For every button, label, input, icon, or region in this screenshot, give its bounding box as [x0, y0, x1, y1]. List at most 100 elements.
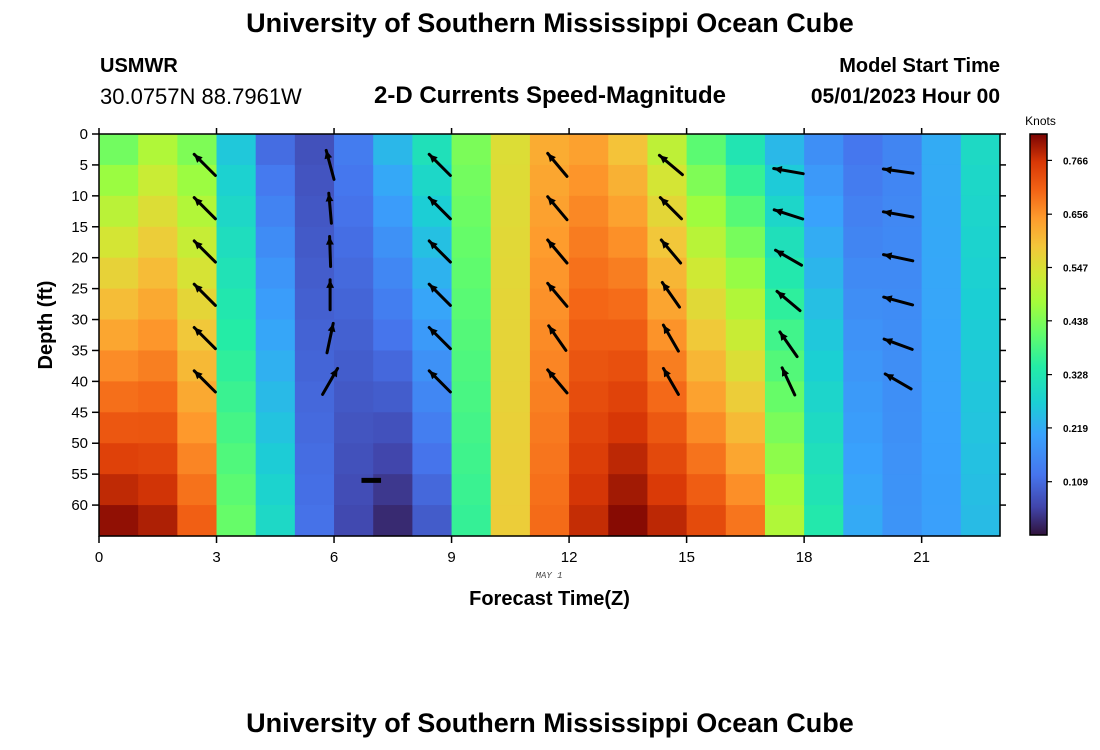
- date-label: MAY 1: [536, 571, 563, 581]
- current-arrow: [882, 252, 915, 263]
- heatmap-cell: [843, 350, 884, 382]
- heatmap-cell: [843, 474, 884, 506]
- heatmap-cell: [255, 134, 296, 166]
- heatmap-cell: [569, 505, 609, 537]
- heatmap-cell: [138, 412, 178, 444]
- y-axis: 0 5 10 15 20 25 30 35 40 45 50 55 60: [71, 126, 1006, 514]
- current-arrow: [546, 281, 569, 308]
- arrow-head: [547, 196, 556, 206]
- heatmap-cell: [608, 226, 649, 259]
- current-arrow: [324, 148, 336, 181]
- heatmap-cell: [725, 381, 766, 413]
- heatmap-cell: [686, 412, 727, 444]
- x-tick-label: 12: [561, 549, 578, 566]
- heatmap-cell: [921, 350, 962, 382]
- heatmap-cell: [764, 474, 805, 506]
- arrow-head: [325, 236, 334, 245]
- heatmap-cell: [490, 134, 531, 166]
- heatmap-cell: [373, 164, 413, 197]
- arrow-head: [194, 284, 203, 293]
- heatmap-cell: [608, 412, 649, 444]
- colorbar-label: Knots: [1025, 114, 1056, 128]
- heatmap-cell: [960, 319, 1001, 352]
- colorbar-tick-label: 0.219: [1063, 424, 1088, 435]
- main-title: University of Southern Mississippi Ocean…: [246, 8, 854, 38]
- heatmap-cell: [216, 257, 257, 290]
- arrow-head: [547, 153, 556, 163]
- heatmap-cell: [686, 381, 727, 413]
- arrow-head: [660, 197, 669, 207]
- heatmap-cell: [216, 164, 257, 197]
- heatmap-cell: [294, 350, 335, 382]
- heatmap-cell: [216, 412, 257, 444]
- heatmap-cell: [725, 505, 766, 537]
- heatmap-cell: [686, 505, 727, 537]
- y-tick-label: 60: [71, 497, 88, 514]
- heatmap-cell: [608, 381, 649, 413]
- heatmap-cell: [882, 226, 923, 259]
- x-tick-label: 15: [678, 549, 695, 566]
- heatmap-cell: [216, 226, 257, 259]
- heatmap-cell: [490, 257, 531, 290]
- heatmap-cell: [921, 195, 962, 228]
- heatmap-cell: [686, 164, 727, 197]
- heatmap-cell: [764, 350, 805, 382]
- heatmap-cell: [334, 350, 374, 382]
- heatmap-cell: [138, 319, 178, 352]
- heatmap-cell: [529, 443, 570, 475]
- heatmap-cell: [373, 288, 413, 321]
- heatmap-cell: [843, 288, 884, 321]
- heatmap-cell: [177, 412, 218, 444]
- arrow-head: [429, 370, 438, 380]
- heatmap-cell: [216, 195, 257, 228]
- heatmap-cell: [216, 134, 257, 166]
- heatmap-cell: [373, 381, 413, 413]
- heatmap-cell: [725, 257, 766, 290]
- arrow-head: [775, 250, 785, 258]
- arrow-head: [884, 338, 894, 346]
- x-tick-label: 18: [796, 549, 813, 566]
- plot-frame: [98, 133, 1001, 537]
- station-coordinates: 30.0757N 88.7961W: [100, 84, 302, 109]
- heatmap-cell: [608, 474, 649, 506]
- heatmap-cell: [569, 288, 609, 321]
- heatmap-cell: [882, 288, 923, 321]
- heatmap-cell: [451, 134, 492, 166]
- heatmap-cell: [412, 288, 453, 321]
- heatmap-cell: [99, 195, 139, 228]
- y-axis-label: Depth (ft): [35, 281, 57, 370]
- heatmap-cell: [569, 257, 609, 290]
- arrow-head: [547, 240, 556, 249]
- heatmap-cell: [647, 164, 688, 197]
- current-arrow: [325, 235, 334, 268]
- arrow-head: [327, 323, 336, 333]
- heatmap-cell: [686, 350, 727, 382]
- heatmap-cell: [882, 134, 923, 166]
- current-arrow: [661, 323, 680, 353]
- arrow-head: [661, 240, 670, 249]
- heatmap-cell: [647, 226, 688, 259]
- heatmap-cell: [373, 134, 413, 166]
- current-arrow: [546, 238, 569, 265]
- arrow-head: [663, 325, 671, 335]
- heatmap-cell: [725, 164, 766, 197]
- heatmap-cell: [686, 474, 727, 506]
- current-arrow: [883, 372, 913, 391]
- heatmap-cell: [216, 319, 257, 352]
- heatmap-cell: [608, 257, 649, 290]
- heatmap-cell: [255, 164, 296, 197]
- x-tick-label: 21: [913, 549, 930, 566]
- heatmap-cell: [99, 474, 139, 506]
- heatmap-cell: [373, 412, 413, 444]
- y-tick-label: 25: [71, 281, 88, 298]
- heatmap-cell: [686, 257, 727, 290]
- colorbar: [1029, 133, 1048, 536]
- heatmap-cell: [804, 474, 844, 506]
- heatmap-cell: [490, 505, 531, 537]
- heatmap-cell: [804, 164, 844, 197]
- heatmap-cell: [725, 226, 766, 259]
- heatmap-cell: [764, 226, 805, 259]
- x-tick-label: 6: [330, 549, 338, 566]
- current-arrow: [192, 369, 217, 394]
- heatmap-cell: [882, 443, 923, 475]
